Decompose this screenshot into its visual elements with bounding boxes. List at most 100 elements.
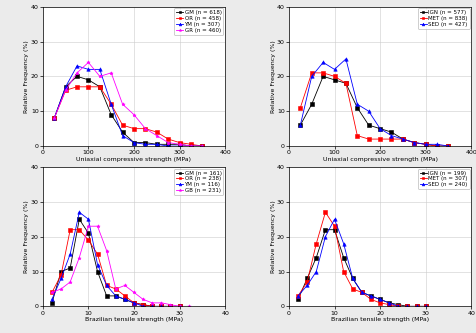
OR (n = 238) [58, 273, 64, 277]
YM (n = 307) [165, 144, 171, 148]
GR (n = 460) [188, 144, 194, 148]
YM (n = 307) [199, 144, 205, 148]
GB (n = 231) [86, 224, 91, 228]
GR (n = 460) [165, 141, 171, 145]
IGN (n = 577) [309, 102, 315, 106]
GR (n = 460) [86, 60, 91, 64]
MET (n = 838) [366, 137, 372, 141]
IGN (n = 577) [388, 130, 394, 134]
SED (n = 427) [400, 137, 406, 141]
YM (n = 307) [86, 67, 91, 71]
YM (n = 307) [97, 67, 103, 71]
YM (n = 116) [177, 304, 182, 308]
Line: SED (n = 240): SED (n = 240) [297, 217, 427, 308]
YM (n = 116) [131, 301, 137, 305]
MET (n = 307) [368, 297, 374, 301]
GM (n = 161) [67, 266, 73, 270]
Y-axis label: Relative Frequency (%): Relative Frequency (%) [270, 200, 276, 273]
SED (n = 240) [387, 301, 392, 305]
GB (n = 231) [104, 249, 109, 253]
MET (n = 838) [298, 106, 303, 110]
GB (n = 231) [113, 287, 119, 291]
MET (n = 838) [400, 137, 406, 141]
GM (n = 161) [177, 304, 182, 308]
MET (n = 838) [411, 141, 417, 145]
GB (n = 231) [177, 304, 182, 308]
MET (n = 838) [343, 81, 349, 85]
MET (n = 307) [414, 304, 419, 308]
YM (n = 307) [63, 85, 69, 89]
GM (n = 161) [58, 269, 64, 273]
OR (n = 238) [149, 304, 155, 308]
YM (n = 116) [122, 297, 128, 301]
OR (n = 238) [177, 304, 182, 308]
OR (n = 238) [140, 303, 146, 307]
GM (n = 161) [149, 304, 155, 308]
OR (n = 458) [109, 102, 114, 106]
IGN (n = 199) [350, 276, 356, 280]
GR (n = 460) [51, 116, 57, 120]
MET (n = 307) [359, 290, 365, 294]
GM (n = 161) [49, 301, 55, 305]
GM (n = 161) [77, 217, 82, 221]
GM (n = 161) [113, 294, 119, 298]
IGN (n = 199) [313, 255, 319, 259]
MET (n = 838) [388, 137, 394, 141]
MET (n = 838) [377, 137, 383, 141]
GR (n = 460) [177, 142, 182, 146]
IGN (n = 199) [387, 301, 392, 305]
YM (n = 116) [168, 304, 173, 308]
Line: YM (n = 307): YM (n = 307) [52, 64, 204, 148]
GB (n = 231) [186, 304, 191, 308]
YM (n = 116) [77, 210, 82, 214]
GM (n = 618) [120, 130, 126, 134]
GM (n = 618) [188, 144, 194, 148]
GR (n = 460) [199, 144, 205, 148]
IGN (n = 199) [377, 297, 383, 301]
IGN (n = 199) [323, 228, 328, 232]
Y-axis label: Relative Frequency (%): Relative Frequency (%) [24, 200, 30, 273]
GB (n = 231) [49, 290, 55, 294]
GB (n = 231) [77, 255, 82, 259]
Line: OR (n = 238): OR (n = 238) [50, 228, 181, 308]
Y-axis label: Relative Frequency (%): Relative Frequency (%) [24, 40, 30, 113]
Line: OR (n = 458): OR (n = 458) [52, 85, 204, 148]
OR (n = 458) [131, 127, 137, 131]
OR (n = 238) [95, 252, 100, 256]
OR (n = 458) [63, 88, 69, 92]
IGN (n = 199) [414, 304, 419, 308]
SED (n = 427) [332, 67, 337, 71]
OR (n = 238) [104, 283, 109, 287]
Line: MET (n = 307): MET (n = 307) [297, 210, 427, 308]
SED (n = 427) [411, 141, 417, 145]
YM (n = 116) [140, 304, 146, 308]
X-axis label: Uniaxial compressive strength (MPa): Uniaxial compressive strength (MPa) [323, 157, 437, 162]
YM (n = 116) [95, 262, 100, 266]
GB (n = 231) [58, 287, 64, 291]
OR (n = 458) [142, 127, 148, 131]
SED (n = 240) [359, 290, 365, 294]
SED (n = 240) [350, 276, 356, 280]
YM (n = 307) [154, 142, 159, 146]
YM (n = 116) [159, 304, 164, 308]
YM (n = 116) [149, 304, 155, 308]
X-axis label: Uniaxial compressive strength (MPa): Uniaxial compressive strength (MPa) [77, 157, 191, 162]
Line: GB (n = 231): GB (n = 231) [50, 224, 190, 308]
IGN (n = 199) [359, 290, 365, 294]
Line: YM (n = 116): YM (n = 116) [50, 210, 181, 308]
GM (n = 618) [86, 78, 91, 82]
MET (n = 838) [320, 71, 326, 75]
IGN (n = 577) [320, 74, 326, 78]
GM (n = 618) [177, 142, 182, 146]
MET (n = 307) [295, 294, 301, 298]
MET (n = 307) [304, 280, 310, 284]
SED (n = 240) [341, 242, 347, 246]
IGN (n = 577) [411, 141, 417, 145]
GR (n = 460) [97, 74, 103, 78]
Text: (a) 지체구조에 따른 일축압축강도: (a) 지체구조에 따른 일축압축강도 [81, 185, 187, 195]
OR (n = 238) [77, 228, 82, 232]
Line: GM (n = 161): GM (n = 161) [50, 217, 181, 308]
IGN (n = 577) [423, 142, 428, 146]
MET (n = 838) [446, 144, 451, 148]
GR (n = 460) [74, 71, 80, 75]
